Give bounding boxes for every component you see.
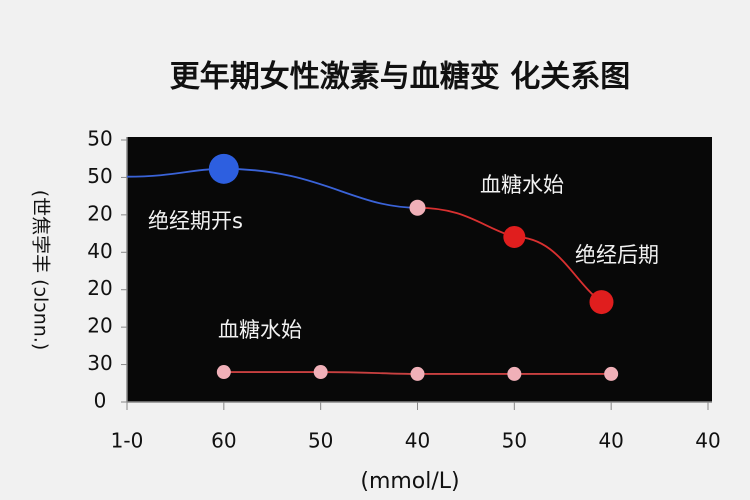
y-tick-label: 40 <box>87 239 112 263</box>
data-point <box>604 366 619 381</box>
data-point <box>313 365 328 380</box>
y-tick-label: 0 <box>94 389 107 413</box>
annotation: 绝经期开s <box>148 209 243 233</box>
data-point <box>589 290 614 315</box>
annotation: 绝经后期 <box>575 243 659 267</box>
data-point <box>208 153 239 184</box>
annotation: 血糖水始 <box>218 318 302 342</box>
y-tick-label: 30 <box>87 351 112 375</box>
x-tick-label: 40 <box>695 429 720 453</box>
x-tick-label: 50 <box>502 429 527 453</box>
y-tick-label: 50 <box>87 127 112 151</box>
x-tick-label: 60 <box>211 429 236 453</box>
x-tick-label: 40 <box>598 429 623 453</box>
data-point <box>503 225 526 248</box>
chart-title: 更年期女性激素与血糖变 化关系图 <box>170 60 630 95</box>
x-axis-label: (mmol/L) <box>360 469 459 494</box>
x-tick-label: 50 <box>308 429 333 453</box>
y-tick-label: 20 <box>87 201 112 225</box>
y-axis-label: (世焦孛丰 (ɔlɔnn.) <box>30 190 52 351</box>
y-tick-label: 20 <box>87 276 112 300</box>
data-point <box>409 199 426 216</box>
data-point <box>410 366 425 381</box>
data-point <box>507 366 522 381</box>
series-line <box>126 167 418 209</box>
x-tick-label: 40 <box>405 429 430 453</box>
annotation: 血糖水始 <box>480 173 564 197</box>
y-tick-label: 20 <box>87 314 112 338</box>
x-tick-label: 1-0 <box>111 429 144 453</box>
y-tick-label: 50 <box>87 164 112 188</box>
data-point <box>216 365 231 380</box>
